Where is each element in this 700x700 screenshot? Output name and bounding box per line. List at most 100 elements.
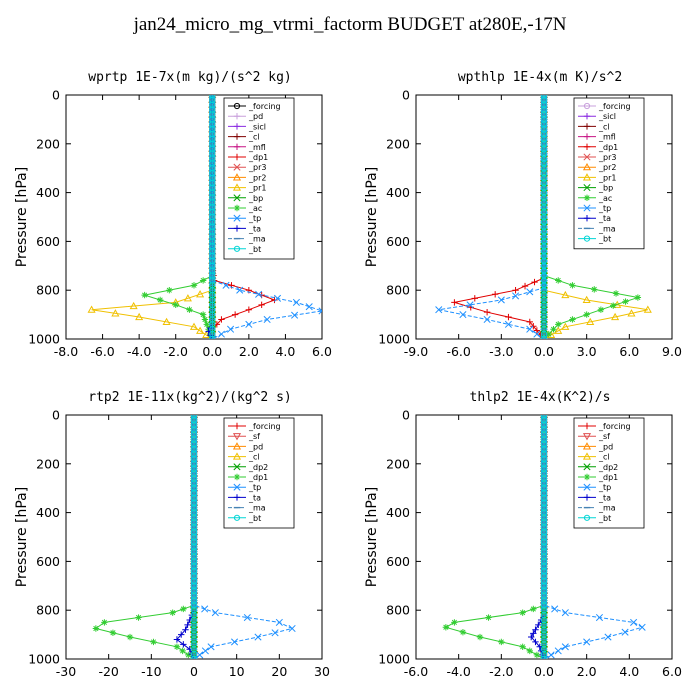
x-tick-label: -2.0 — [164, 344, 188, 359]
point-ac — [550, 326, 557, 333]
series-line-tp — [193, 415, 294, 659]
y-tick-label: 800 — [36, 603, 60, 618]
legend-marker-bp — [583, 184, 591, 192]
x-tick-label: -4.0 — [127, 344, 151, 359]
y-tick-label: 0 — [402, 408, 410, 423]
chart-wpthlp: wpthlp 1E-4x(m K)/s^2 Pressure [hPa] -9.0 -… — [364, 70, 682, 359]
legend-label-forcing: _forcing — [248, 102, 281, 111]
point-tp — [275, 618, 283, 626]
legend-marker-dp1 — [583, 473, 591, 481]
point-tp — [201, 647, 209, 655]
legend-label-ta: _ta — [598, 214, 611, 223]
point-tp — [292, 298, 300, 306]
point-pr1 — [561, 322, 570, 330]
point-ta — [535, 621, 542, 629]
series-line-tp — [543, 415, 644, 659]
point-ac — [612, 290, 620, 297]
point-dp1 — [533, 327, 541, 334]
point-pr1 — [183, 294, 192, 302]
legend-marker-mfl — [583, 133, 591, 140]
point-tp — [533, 330, 541, 338]
y-tick-label: 600 — [386, 554, 410, 569]
point-tp — [526, 288, 534, 296]
point-tp — [547, 651, 555, 659]
legend-label-forcing: _forcing — [248, 422, 281, 431]
point-ac — [634, 294, 642, 301]
legend-marker-ta — [583, 215, 591, 222]
point-tp — [561, 643, 569, 651]
x-tick-label: 2.0 — [577, 664, 597, 679]
legend-box — [223, 417, 295, 529]
point-tp — [512, 292, 520, 300]
x-tick-label: -2.0 — [489, 664, 513, 679]
y-tick-label: 1000 — [378, 652, 410, 667]
point-dp1 — [101, 619, 108, 626]
point-pr1 — [643, 305, 652, 313]
point-ac — [172, 301, 179, 309]
legend-label-dp2: _dp2 — [248, 463, 268, 472]
legend-label-pr2: _pr2 — [598, 163, 616, 172]
point-tp — [583, 638, 591, 646]
legend-label-pd: _pd — [248, 442, 263, 451]
legend-label-tp: _tp — [598, 204, 611, 213]
legend-label-cl: _cl — [598, 122, 610, 131]
x-tick-label: 0.0 — [534, 664, 554, 679]
legend-label-pd: _pd — [248, 112, 263, 121]
point-dp1 — [519, 643, 526, 650]
chart-title: wpthlp 1E-4x(m K)/s^2 — [458, 70, 622, 85]
legend-marker-forcing — [233, 102, 241, 110]
legend-label-sf: _sf — [598, 432, 610, 441]
legend-marker-bt — [233, 514, 241, 521]
legend-marker-sf — [232, 433, 242, 441]
point-dp1 — [451, 619, 458, 626]
point-ac — [545, 330, 552, 338]
legend-marker-pd — [582, 442, 592, 450]
legend-label-sicl: _sicl — [598, 112, 616, 121]
point-ac — [190, 282, 198, 289]
x-tick-label: 3.0 — [577, 344, 597, 359]
legend-label-bt: _bt — [248, 514, 261, 523]
legend-label-mfl: _mfl — [598, 133, 616, 142]
legend-label-ta: _ta — [598, 493, 611, 502]
legend-marker-ac — [583, 194, 591, 201]
x-tick-label: 4.0 — [275, 344, 295, 359]
y-axis-label: Pressure [hPa] — [364, 167, 380, 267]
legend-label-dp1: _dp1 — [248, 153, 268, 162]
figure-title: jan24_micro_mg_vtrmi_factorm BUDGET at28… — [133, 14, 567, 35]
legend-marker-forcing — [583, 102, 591, 110]
point-tp — [504, 320, 512, 328]
point-dp1 — [530, 605, 537, 613]
legend-label-forcing: _forcing — [598, 422, 631, 431]
legend-label-pr3: _pr3 — [598, 153, 616, 162]
x-tick-label: -6.0 — [404, 664, 428, 679]
y-tick-label: 600 — [36, 554, 60, 569]
legend-marker-bt — [583, 235, 591, 242]
point-tp — [466, 301, 474, 309]
point-ac — [583, 311, 590, 318]
point-tp — [227, 325, 235, 333]
point-dp1 — [150, 638, 157, 646]
chart-title: rtp2 1E-11x(kg^2)/(kg^2 s) — [88, 390, 292, 405]
legend-label-dp1: _dp1 — [598, 143, 618, 152]
x-tick-label: -6.0 — [446, 344, 470, 359]
point-tp — [236, 286, 244, 294]
legend-marker-bp — [233, 194, 241, 202]
legend-marker-bt — [233, 245, 241, 252]
legend-label-ma: _ma — [248, 235, 266, 244]
point-pr1 — [129, 301, 138, 310]
point-ac — [569, 282, 576, 289]
y-tick-label: 800 — [36, 283, 60, 298]
point-dp1 — [485, 614, 492, 621]
legend-marker-pr3 — [583, 153, 591, 161]
legend-label-dp1: _dp1 — [248, 473, 268, 482]
point-pr1 — [135, 312, 144, 321]
point-tp — [230, 638, 239, 646]
point-tp — [595, 613, 604, 622]
point-dp1 — [476, 633, 484, 641]
y-tick-label: 1000 — [28, 332, 60, 347]
x-tick-label: 2.0 — [239, 344, 259, 359]
legend-label-ma: _ma — [248, 504, 266, 513]
legend-marker-bt — [583, 514, 591, 521]
x-tick-label: 20 — [271, 664, 287, 679]
legend-label-dp2: _dp2 — [598, 463, 618, 472]
